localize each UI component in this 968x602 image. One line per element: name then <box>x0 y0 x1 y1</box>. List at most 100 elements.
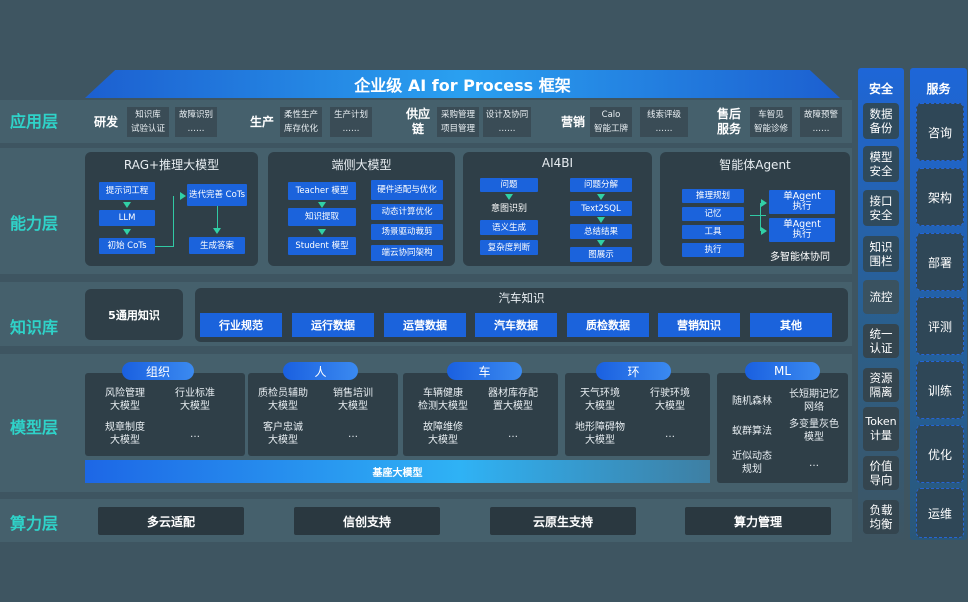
edge-feature[interactable]: 端云协同架构 <box>371 245 443 261</box>
model-item[interactable]: 器材库存配 置大模型 <box>488 388 538 412</box>
arrow-down-icon <box>505 194 513 200</box>
model-item[interactable]: 近似动态 规划 <box>732 451 772 475</box>
pill-ml: ML <box>745 362 820 380</box>
compute-item[interactable]: 算力管理 <box>685 507 831 535</box>
model-item[interactable]: 客户忠诚 大模型 <box>263 422 303 446</box>
agent-capability[interactable]: 工具 <box>682 225 744 239</box>
model-item[interactable]: 行驶环境 大模型 <box>650 388 690 412</box>
service-item[interactable]: 评测 <box>916 297 964 355</box>
service-item[interactable]: 架构 <box>916 168 964 226</box>
security-item[interactable]: Token 计量 <box>863 407 899 451</box>
service-item[interactable]: 部署 <box>916 233 964 291</box>
app-cell[interactable]: 车智见 智能诊修 <box>750 107 792 137</box>
app-cell[interactable]: 柔性生产 库存优化 <box>280 107 322 137</box>
ai4bi-step[interactable]: 复杂度判断 <box>480 240 538 255</box>
arrow-down-icon <box>597 240 605 246</box>
edge-step[interactable]: 知识提取 <box>288 208 356 226</box>
service-item[interactable]: 运维 <box>916 488 964 538</box>
ai4bi-step[interactable]: 图展示 <box>570 247 632 262</box>
model-item[interactable]: 地形障碍物 大模型 <box>575 422 625 446</box>
ai4bi-step[interactable]: Text2SQL <box>570 201 632 216</box>
model-item[interactable]: 销售培训 大模型 <box>333 388 373 412</box>
model-item[interactable]: 长短期记忆 网络 <box>789 389 839 413</box>
app-cell[interactable]: Calo 智能工牌 <box>590 107 632 137</box>
model-item[interactable]: 多变量灰色 模型 <box>789 419 839 443</box>
edge-feature[interactable]: 硬件适配与优化 <box>371 180 443 200</box>
service-title: 服务 <box>926 82 951 96</box>
knowledge-item[interactable]: 质检数据 <box>567 313 649 337</box>
agent-capability[interactable]: 推理规划 <box>682 189 744 203</box>
pill-environment: 环 <box>596 362 671 380</box>
rag-title: RAG+推理大模型 <box>123 158 220 172</box>
single-agent-box[interactable]: 单Agent 执行 <box>769 218 835 242</box>
security-item[interactable]: 接口 安全 <box>863 190 899 226</box>
single-agent-box[interactable]: 单Agent 执行 <box>769 190 835 214</box>
security-item[interactable]: 价值 导向 <box>863 456 899 490</box>
model-item-more: … <box>190 429 200 440</box>
agent-capability[interactable]: 记忆 <box>682 207 744 221</box>
security-item[interactable]: 统一 认证 <box>863 324 899 358</box>
app-cell[interactable]: 生产计划 …… <box>330 107 372 137</box>
edge-feature[interactable]: 动态计算优化 <box>371 204 443 220</box>
security-item[interactable]: 流控 <box>863 280 899 314</box>
model-item[interactable]: 蚁群算法 <box>732 426 772 437</box>
app-group-marketing: 营销 <box>561 115 586 129</box>
app-cell[interactable]: 故障预警 …… <box>800 107 842 137</box>
model-item[interactable]: 天气环境 大模型 <box>580 388 620 412</box>
service-item[interactable]: 训练 <box>916 361 964 419</box>
compute-item[interactable]: 多云适配 <box>98 507 244 535</box>
agent-capability[interactable]: 执行 <box>682 243 744 257</box>
ai4bi-title: AI4BI <box>541 156 574 170</box>
model-item[interactable]: 随机森林 <box>732 396 772 407</box>
security-item[interactable]: 负载 均衡 <box>863 500 899 534</box>
connector-line <box>155 246 173 247</box>
ai4bi-step[interactable]: 语义生成 <box>480 220 538 235</box>
edge-step[interactable]: Student 模型 <box>288 237 356 255</box>
compute-item[interactable]: 云原生支持 <box>490 507 636 535</box>
agent-panel: 智能体Agent 推理规划 记忆 工具 执行 单Agent 执行 单Agent … <box>660 152 850 266</box>
rag-step[interactable]: 提示词工程 <box>99 182 155 200</box>
security-item[interactable]: 资源 隔离 <box>863 368 899 402</box>
rag-step[interactable]: 生成答案 <box>189 237 245 254</box>
ai4bi-step[interactable]: 总结结果 <box>570 224 632 239</box>
model-item[interactable]: 风险管理 大模型 <box>105 388 145 412</box>
app-cell[interactable]: 故障识别 …… <box>175 107 217 137</box>
ai4bi-step[interactable]: 问题分解 <box>570 178 632 192</box>
service-item[interactable]: 咨询 <box>916 103 964 161</box>
app-cell[interactable]: 知识库 试验认证 <box>127 107 169 137</box>
arrow-down-icon <box>123 202 131 208</box>
general-knowledge[interactable]: 5通用知识 <box>85 289 183 340</box>
arrow-right-icon <box>761 199 767 207</box>
app-group-supply: 供应链 <box>405 107 430 136</box>
app-cell[interactable]: 采购管理 项目管理 <box>437 107 479 137</box>
knowledge-item[interactable]: 行业规范 <box>200 313 282 337</box>
knowledge-item[interactable]: 运营数据 <box>384 313 466 337</box>
compute-item[interactable]: 信创支持 <box>294 507 440 535</box>
edge-feature[interactable]: 场景驱动裁剪 <box>371 224 443 240</box>
ai4bi-step[interactable]: 问题 <box>480 178 538 192</box>
knowledge-item[interactable]: 其他 <box>750 313 832 337</box>
service-item[interactable]: 优化 <box>916 425 964 483</box>
model-item[interactable]: 质检员辅助 大模型 <box>258 388 308 412</box>
model-item[interactable]: 行业标准 大模型 <box>175 388 215 412</box>
app-cell[interactable]: 线索评级 …… <box>640 107 688 137</box>
model-item[interactable]: 车辆健康 检测大模型 <box>418 388 468 412</box>
model-item-more: … <box>665 429 675 440</box>
rag-step[interactable]: 初始 CoTs <box>99 238 155 254</box>
knowledge-item[interactable]: 汽车数据 <box>475 313 557 337</box>
app-cell[interactable]: 设计及协同 …… <box>483 107 531 137</box>
security-item[interactable]: 模型 安全 <box>863 146 899 182</box>
rag-step[interactable]: LLM <box>99 210 155 226</box>
rag-step[interactable]: 迭代完善 CoTs <box>187 184 247 206</box>
model-item[interactable]: 规章制度 大模型 <box>105 422 145 446</box>
model-item[interactable]: 故障维修 大模型 <box>423 422 463 446</box>
security-item[interactable]: 数据 备份 <box>863 103 899 139</box>
security-item[interactable]: 知识 围栏 <box>863 236 899 272</box>
edge-step[interactable]: Teacher 模型 <box>288 182 356 200</box>
model-group-ml: 随机森林 长短期记忆 网络 蚁群算法 多变量灰色 模型 近似动态 规划 … <box>717 373 848 483</box>
knowledge-item[interactable]: 运行数据 <box>292 313 374 337</box>
knowledge-item[interactable]: 营销知识 <box>658 313 740 337</box>
layer-label-ability: 能力层 <box>10 214 59 233</box>
arrow-down-icon <box>597 194 605 200</box>
auto-knowledge-title: 汽车知识 <box>498 291 545 305</box>
